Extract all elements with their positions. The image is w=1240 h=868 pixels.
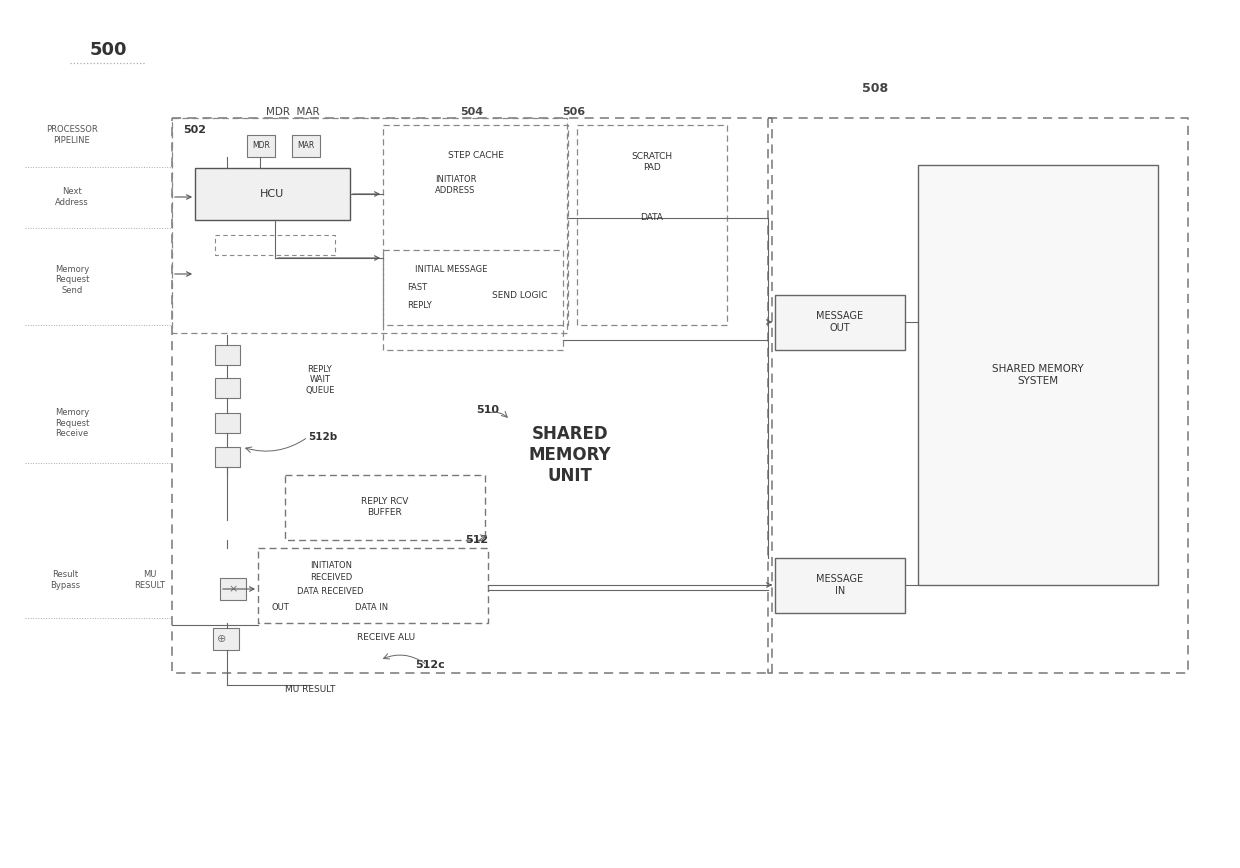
Text: SCRATCH
PAD: SCRATCH PAD (631, 152, 672, 172)
Text: DATA: DATA (641, 214, 663, 222)
Text: 512c: 512c (415, 660, 445, 670)
Text: 504: 504 (460, 107, 484, 117)
Bar (215, 378, 241, 398)
Text: 506: 506 (563, 107, 585, 117)
Text: RECEIVED: RECEIVED (310, 574, 352, 582)
Text: PROCESSOR
PIPELINE: PROCESSOR PIPELINE (46, 125, 98, 145)
Text: INITIAL MESSAGE: INITIAL MESSAGE (415, 266, 487, 274)
Text: MDR  MAR: MDR MAR (267, 107, 320, 117)
Text: MAR: MAR (298, 141, 315, 150)
Text: MDR: MDR (252, 141, 270, 150)
Text: ⊕: ⊕ (217, 634, 227, 644)
Text: STEP CACHE: STEP CACHE (448, 150, 503, 160)
Text: Memory
Request
Send: Memory Request Send (55, 265, 89, 295)
Text: MESSAGE
IN: MESSAGE IN (816, 575, 863, 595)
Text: FAST: FAST (407, 284, 427, 293)
Text: SHARED MEMORY
SYSTEM: SHARED MEMORY SYSTEM (992, 365, 1084, 385)
Text: 508: 508 (862, 82, 888, 95)
Bar (247, 135, 275, 157)
Text: Result
Bypass: Result Bypass (50, 570, 81, 589)
Text: Memory
Request
Receive: Memory Request Receive (55, 408, 89, 437)
Text: HCU: HCU (260, 189, 284, 199)
Text: 502: 502 (184, 125, 206, 135)
Text: SHARED
MEMORY
UNIT: SHARED MEMORY UNIT (528, 425, 611, 485)
Text: REPLY RCV
BUFFER: REPLY RCV BUFFER (361, 497, 409, 516)
Text: RECEIVE ALU: RECEIVE ALU (357, 634, 415, 642)
Text: MESSAGE
OUT: MESSAGE OUT (816, 312, 863, 332)
Bar (219, 578, 246, 600)
Text: 512: 512 (465, 535, 489, 545)
Bar (775, 558, 905, 613)
Bar (215, 345, 241, 365)
Text: REPLY: REPLY (407, 300, 432, 310)
Bar (291, 135, 320, 157)
Text: DATA IN: DATA IN (355, 603, 388, 613)
Text: DATA RECEIVED: DATA RECEIVED (298, 588, 363, 596)
Text: MU
RESULT: MU RESULT (134, 570, 165, 589)
Text: SEND LOGIC: SEND LOGIC (492, 291, 548, 299)
Text: INITIATOR
ADDRESS: INITIATOR ADDRESS (435, 175, 476, 194)
Bar (213, 628, 239, 650)
Text: 512b: 512b (308, 432, 337, 442)
Text: REPLY
WAIT
QUEUE: REPLY WAIT QUEUE (305, 365, 335, 395)
Bar (918, 165, 1158, 585)
Bar (215, 413, 241, 433)
Text: 510: 510 (476, 405, 500, 415)
Text: ×: × (228, 584, 238, 594)
Text: MU RESULT: MU RESULT (285, 686, 335, 694)
Text: Next
Address: Next Address (55, 187, 89, 207)
Bar (775, 295, 905, 350)
Bar (195, 168, 350, 220)
Text: OUT: OUT (272, 603, 290, 613)
Bar (215, 447, 241, 467)
Text: INITIATON: INITIATON (310, 561, 352, 569)
Text: 500: 500 (91, 41, 128, 59)
